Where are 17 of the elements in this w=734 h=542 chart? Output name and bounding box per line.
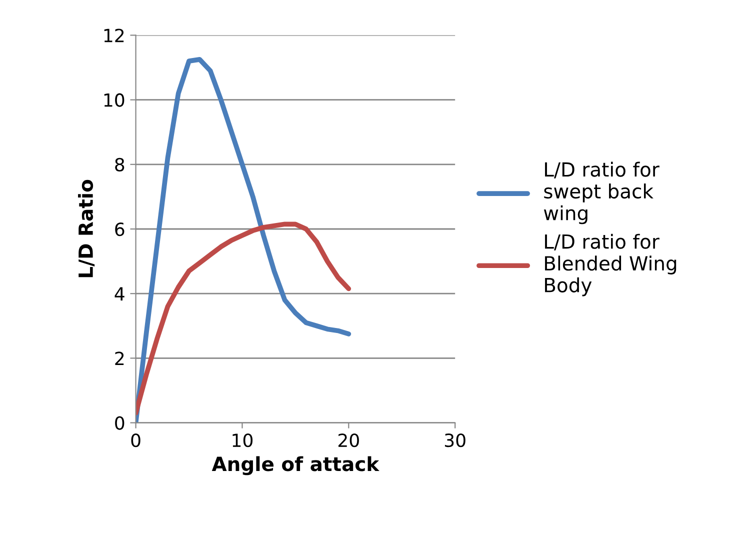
legend-label: L/D ratio for swept back wing bbox=[544, 162, 660, 224]
y-tick-label: 10 bbox=[104, 93, 124, 107]
x-tick-label: 0 bbox=[131, 433, 140, 448]
line-series bbox=[136, 57, 352, 423]
y-tick-label: 0 bbox=[115, 416, 124, 430]
y-tick-label: 2 bbox=[115, 352, 124, 366]
y-tick-label: 8 bbox=[115, 158, 124, 172]
x-tick-label: 20 bbox=[338, 433, 359, 448]
x-tick-label: 10 bbox=[232, 433, 253, 448]
x-axis-title: Angle of attack bbox=[212, 456, 380, 476]
x-tick-label: 30 bbox=[444, 433, 466, 448]
y-tick-label: 6 bbox=[115, 222, 124, 236]
y-axis-title: L/D Ratio bbox=[78, 180, 95, 278]
y-tick-label: 4 bbox=[114, 287, 124, 300]
legend-label: L/D ratio for Blended Wing Body bbox=[545, 234, 676, 296]
line-series bbox=[136, 222, 352, 416]
y-tick-label: 12 bbox=[104, 28, 124, 42]
